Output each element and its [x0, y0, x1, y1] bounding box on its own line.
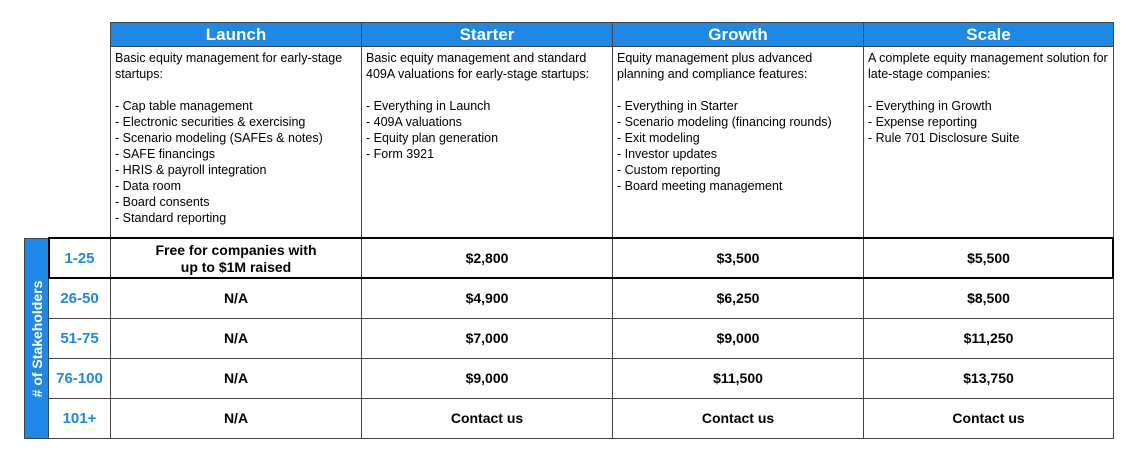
plan-intro: Equity management plus advanced planning…: [617, 51, 813, 81]
plan-feature: - Everything in Starter: [617, 99, 738, 113]
plan-feature: - Cap table management: [115, 99, 253, 113]
plan-description: Basic equity management for early-stage …: [110, 46, 362, 239]
price-text: $8,500: [967, 290, 1010, 306]
price-cell: $9,000: [612, 318, 864, 359]
price-cell: $7,000: [361, 318, 613, 359]
price-text: N/A: [223, 370, 249, 386]
plan-feature: - Standard reporting: [115, 211, 227, 225]
plan-intro: Basic equity management and standard 409…: [366, 51, 590, 81]
price-text: $9,000: [716, 330, 760, 346]
plan-header: Launch: [110, 22, 362, 47]
plan-header: Scale: [863, 22, 1114, 47]
price-cell: $8,500: [863, 278, 1114, 319]
range-label: 51-75: [48, 318, 111, 359]
plan-feature: - SAFE financings: [115, 147, 216, 161]
plan-feature: - Scenario modeling (SAFEs & notes): [115, 131, 323, 145]
price-text: Contact us: [952, 410, 1025, 426]
range-label: 76-100: [48, 358, 111, 399]
price-cell: N/A: [110, 318, 362, 359]
price-cell: N/A: [110, 398, 362, 439]
price-cell: $11,250: [863, 318, 1114, 359]
price-cell: $9,000: [361, 358, 613, 399]
plan-feature: - Rule 701 Disclosure Suite: [868, 131, 1020, 145]
plan-description: Basic equity management and standard 409…: [361, 46, 613, 239]
price-text: $6,250: [716, 290, 760, 306]
plan-header: Growth: [612, 22, 864, 47]
plan-feature: - 409A valuations: [366, 115, 462, 129]
price-cell: Contact us: [361, 398, 613, 439]
side-label-bar: # of Stakeholders: [24, 238, 49, 439]
price-cell: $4,900: [361, 278, 613, 319]
price-text: N/A: [223, 410, 249, 426]
price-text: $13,750: [963, 370, 1014, 386]
plan-description: A complete equity management solution fo…: [863, 46, 1114, 239]
price-text: $11,250: [963, 330, 1014, 346]
price-text: N/A: [223, 290, 249, 306]
price-cell: Contact us: [612, 398, 864, 439]
price-cell: Contact us: [863, 398, 1114, 439]
range-label: 26-50: [48, 278, 111, 319]
price-cell: $6,250: [612, 278, 864, 319]
plan-feature: - Board consents: [115, 195, 210, 209]
plan-intro: Basic equity management for early-stage …: [115, 51, 343, 81]
price-text: $5,500: [967, 250, 1010, 266]
range-label: 101+: [48, 398, 111, 439]
plan-feature: - Electronic securities & exercising: [115, 115, 306, 129]
plan-feature: - Data room: [115, 179, 181, 193]
plan-feature: - Custom reporting: [617, 163, 721, 177]
highlight-row-border: [48, 237, 1114, 279]
plan-feature: - Expense reporting: [868, 115, 978, 129]
price-text: Contact us: [701, 410, 775, 426]
plan-feature: - Board meeting management: [617, 179, 783, 193]
price-cell: $13,750: [863, 358, 1114, 399]
price-text: $7,000: [465, 330, 509, 346]
plan-feature: - Exit modeling: [617, 131, 700, 145]
price-text: $4,900: [465, 290, 509, 306]
plan-feature: - Everything in Launch: [366, 99, 491, 113]
plan-feature: - Form 3921: [366, 147, 435, 161]
plan-feature: - Scenario modeling (financing rounds): [617, 115, 832, 129]
plan-feature: - Investor updates: [617, 147, 718, 161]
plan-description: Equity management plus advanced planning…: [612, 46, 864, 239]
plan-feature: - Equity plan generation: [366, 131, 499, 145]
price-text: $9,000: [465, 370, 509, 386]
price-text: Contact us: [450, 410, 524, 426]
price-text: $2,800: [465, 250, 509, 266]
price-text: N/A: [223, 330, 249, 346]
price-text: Free for companies with up to $1M raised: [155, 241, 317, 275]
plan-header: Starter: [361, 22, 613, 47]
plan-intro: A complete equity management solution fo…: [868, 51, 1108, 81]
price-text: $11,500: [713, 370, 763, 386]
price-text: $3,500: [716, 250, 760, 266]
plan-feature: - HRIS & payroll integration: [115, 163, 267, 177]
price-cell: N/A: [110, 358, 362, 399]
price-cell: N/A: [110, 278, 362, 319]
side-label: # of Stakeholders: [28, 280, 45, 397]
plan-feature: - Everything in Growth: [868, 99, 992, 113]
price-cell: $11,500: [612, 358, 864, 399]
